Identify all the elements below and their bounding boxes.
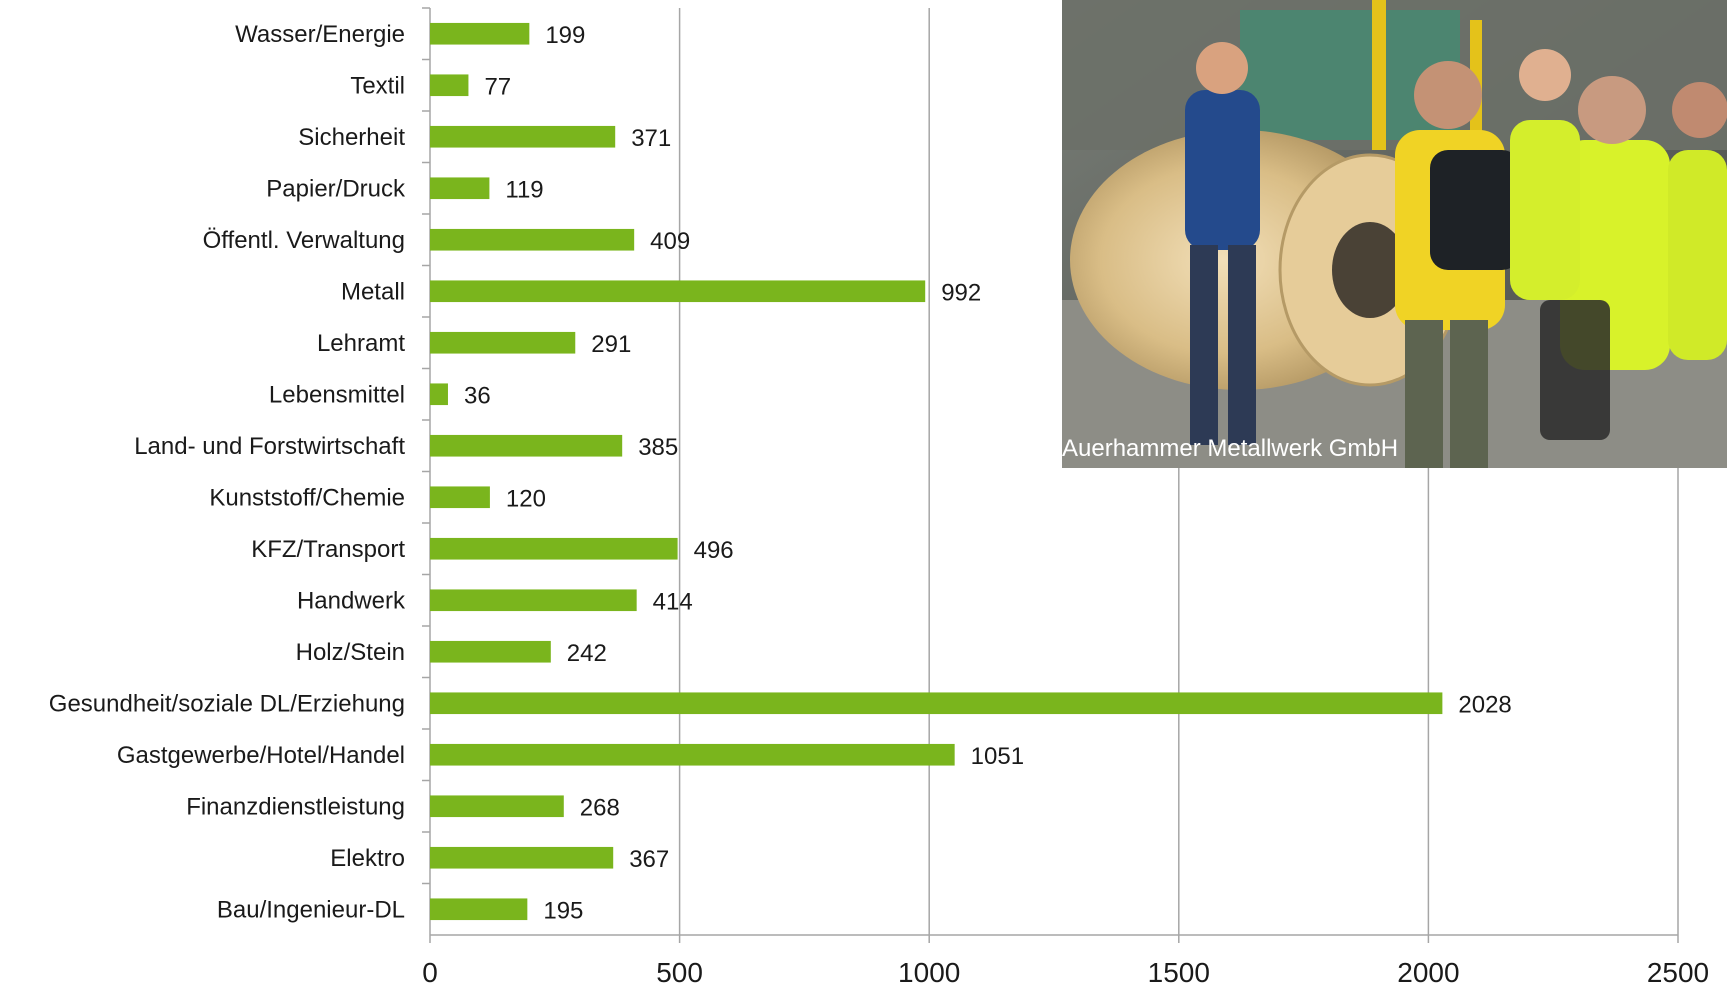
category-label: Textil [350, 72, 405, 99]
category-label: Gesundheit/soziale DL/Erziehung [49, 690, 405, 717]
bar [430, 743, 955, 766]
data-label: 1051 [971, 743, 1024, 770]
data-label: 414 [653, 588, 693, 615]
bar [430, 537, 678, 560]
category-label: Papier/Druck [266, 175, 406, 202]
category-label: Finanzdienstleistung [186, 793, 405, 820]
category-label: KFZ/Transport [251, 536, 405, 563]
bar [430, 846, 614, 869]
labels: 0 500 1000 1500 2000 2500 Wasser/Energie 199 Tex… [49, 21, 1709, 988]
data-label: 119 [505, 176, 543, 203]
data-label: 268 [580, 794, 620, 821]
data-label: 242 [567, 640, 607, 667]
data-label: 2028 [1458, 691, 1511, 718]
bar [430, 331, 576, 354]
category-label: Holz/Stein [296, 639, 405, 666]
data-label: 36 [464, 382, 491, 409]
data-label: 199 [545, 22, 585, 49]
category-label: Lebensmittel [269, 381, 405, 408]
data-label: 120 [506, 485, 546, 512]
bar [430, 589, 637, 612]
data-label: 77 [484, 73, 511, 100]
bar [430, 280, 926, 303]
category-label: Bau/Ingenieur-DL [217, 896, 405, 923]
data-label: 385 [638, 434, 678, 461]
category-label: Metall [341, 278, 405, 305]
bar [430, 434, 623, 457]
category-label: Sicherheit [298, 124, 405, 151]
data-label: 371 [631, 125, 671, 152]
data-label: 291 [591, 331, 631, 358]
x-tick-label: 2000 [1397, 957, 1459, 987]
bar [430, 125, 616, 148]
category-label: Handwerk [297, 587, 406, 614]
x-tick-label: 0 [422, 957, 438, 987]
photo-inset: Auerhammer Metallwerk GmbH [1062, 0, 1727, 468]
category-label: Öffentl. Verwaltung [203, 227, 405, 254]
bar [430, 640, 551, 663]
category-label: Kunststoff/Chemie [209, 484, 405, 511]
x-tick-label: 1500 [1148, 957, 1210, 987]
x-tick-label: 2500 [1647, 957, 1709, 987]
data-label: 992 [941, 279, 981, 306]
photo-caption: Auerhammer Metallwerk GmbH [1062, 435, 1398, 462]
category-label: Elektro [330, 845, 405, 872]
data-label: 409 [650, 228, 690, 255]
x-tick-label: 500 [656, 957, 703, 987]
bar [430, 74, 469, 97]
data-label: 367 [629, 846, 669, 873]
bar [430, 692, 1443, 715]
x-tick-label: 1000 [898, 957, 960, 987]
bar [430, 228, 635, 251]
bar [430, 177, 490, 200]
data-label: 195 [543, 897, 583, 924]
bar [430, 22, 530, 45]
bar [430, 795, 564, 818]
data-label: 496 [694, 537, 734, 564]
category-label: Gastgewerbe/Hotel/Handel [117, 742, 405, 769]
bar [430, 486, 490, 509]
bar [430, 383, 448, 406]
axes [422, 7, 1679, 943]
category-label: Lehramt [317, 330, 405, 357]
category-label: Wasser/Energie [235, 21, 405, 48]
bars [430, 22, 1443, 921]
category-label: Land- und Forstwirtschaft [134, 433, 405, 460]
bar [430, 898, 528, 921]
